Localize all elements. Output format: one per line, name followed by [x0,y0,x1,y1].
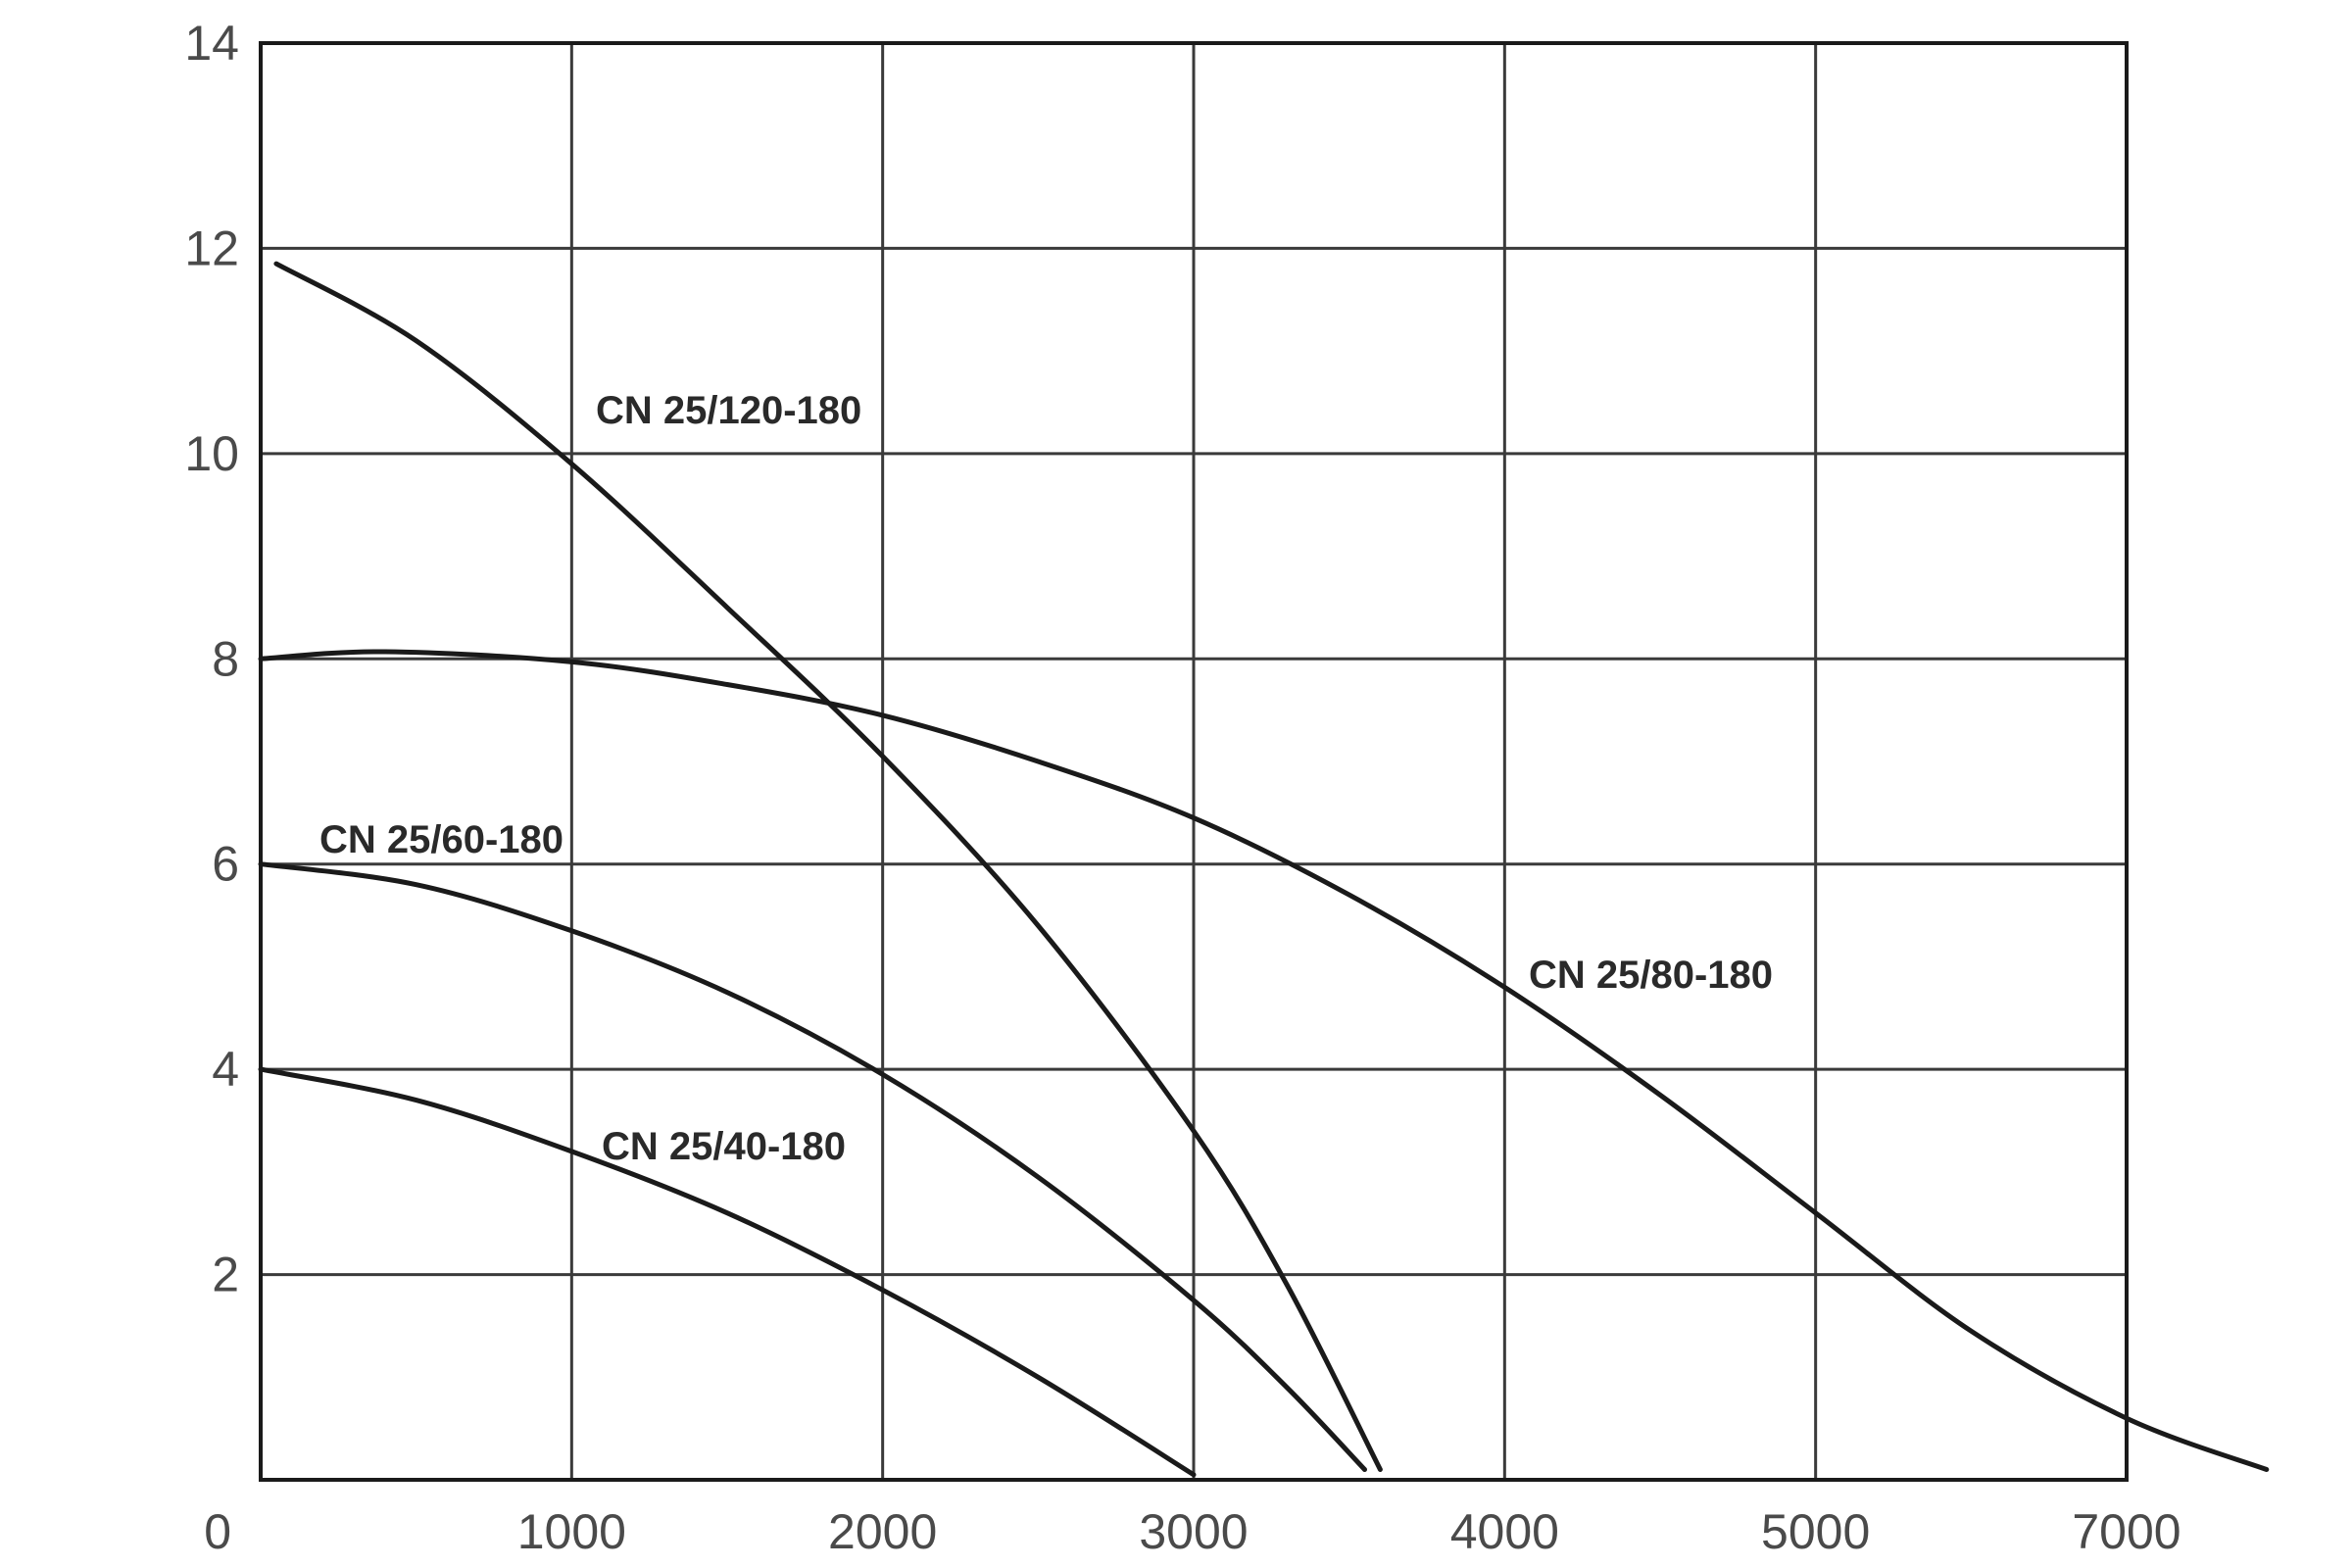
y-tick-label: 2 [212,1248,239,1302]
y-tick-label: 10 [184,426,239,481]
series-label: CN 25/80-180 [1529,954,1773,997]
x-tick-label: 0 [204,1504,231,1559]
series-line-cn-25-120-180 [273,261,1383,1472]
x-tick-label: 1000 [517,1504,626,1559]
y-tick-label: 6 [212,837,239,892]
series-line-cn-25-40-180 [258,1066,1197,1478]
series-label: CN 25/120-180 [596,389,861,432]
x-tick-label: 2000 [828,1504,937,1559]
series-line-cn-25-60-180 [258,861,1367,1472]
series-line-cn-25-80-180 [258,649,2270,1472]
x-tick-label: 4000 [1450,1504,1559,1559]
series-label: CN 25/40-180 [602,1125,846,1168]
series-label: CN 25/60-180 [319,818,564,861]
y-tick-label: 8 [212,631,239,686]
x-tick-label: 5000 [1761,1504,1870,1559]
plot-frame [259,41,2129,1482]
y-tick-label: 14 [184,16,239,71]
y-tick-label: 12 [184,220,239,275]
x-tick-label: 7000 [2072,1504,2180,1559]
y-tick-label: 4 [212,1042,239,1097]
x-tick-label: 3000 [1139,1504,1248,1559]
